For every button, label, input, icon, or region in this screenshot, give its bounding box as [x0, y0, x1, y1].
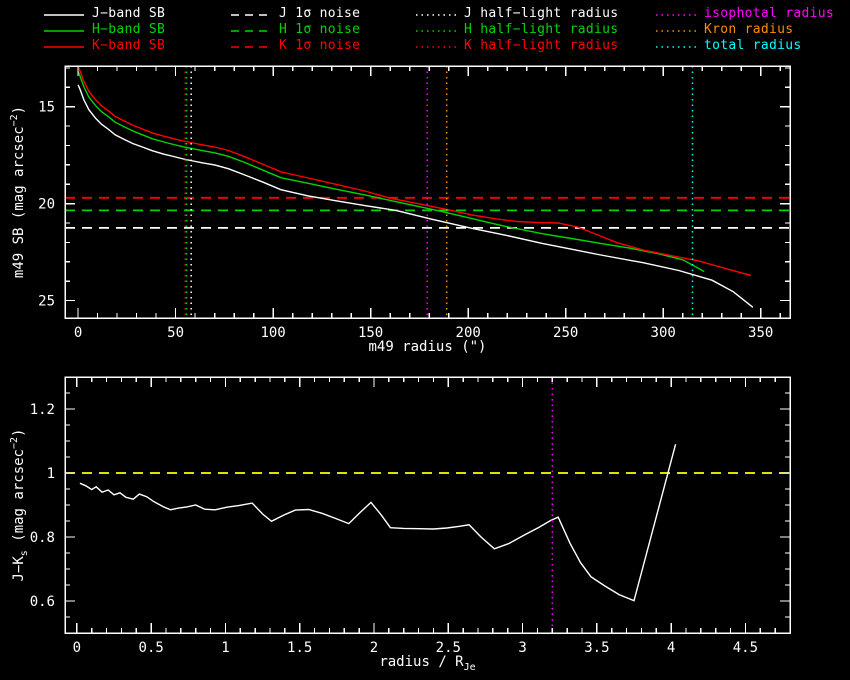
solid-line-icon [44, 45, 84, 48]
legend-entry-h-half-light-radius: H half−light radius [415, 22, 618, 38]
legend-label: J 1σ noise [279, 6, 361, 21]
dashed-line-icon [231, 29, 271, 32]
legend-entry-k-band-sb: K−band SB [43, 38, 165, 54]
x-tick-labels: 0 50 100 150 200 250 300 350 [74, 325, 773, 341]
x-tick-label: 50 [167, 325, 184, 341]
x-tick-labels: 0 0.5 1 1.5 2 2.5 3 3.5 4 4.5 [73, 640, 758, 656]
dashed-line-icon [231, 13, 271, 16]
x-tick-label: 200 [456, 325, 481, 341]
dotted-line-icon [416, 13, 456, 16]
dotted-line-icon [416, 29, 456, 32]
y-tick-label: 0.6 [30, 594, 55, 610]
plot-box [64, 376, 791, 634]
dotted-line-icon [656, 29, 696, 32]
legend-label: Kron radius [704, 22, 794, 37]
dashed-line-icon [231, 45, 271, 48]
legend-entry-j-1sigma-noise: J 1σ noise [230, 6, 360, 22]
legend-label: K 1σ noise [279, 38, 361, 53]
y-tick-labels: 0.6 0.8 1 1.2 [30, 402, 55, 610]
legend-entry-j-band-sb: J−band SB [43, 6, 165, 22]
legend-entry-h-1sigma-noise: H 1σ noise [230, 22, 360, 38]
h-band-sb-curve [77, 71, 705, 273]
x-axis-title: radius / RJe [379, 654, 475, 673]
x-tick-label: 3 [518, 640, 526, 656]
x-tick-label: 0.5 [139, 640, 164, 656]
legend-label: J half−light radius [464, 6, 619, 21]
x-tick-label: 150 [358, 325, 383, 341]
ticks [65, 66, 790, 318]
legend-entry-j-half-light-radius: J half−light radius [415, 6, 618, 22]
dotted-line-icon [656, 45, 696, 48]
legend-label: K−band SB [92, 38, 166, 53]
x-tick-label: 2.5 [436, 640, 461, 656]
j-minus-ks-color-profile: 0 0.5 1 1.5 2 2.5 3 3.5 4 4.5 0.6 0.8 1 1.2 radius / R… [9, 376, 791, 673]
y-tick-label: 1 [47, 466, 55, 482]
legend-label: K half−light radius [464, 38, 619, 53]
x-tick-label: 350 [748, 325, 773, 341]
legend-entry-k-half-light-radius: K half−light radius [415, 38, 618, 54]
x-tick-label: 3.5 [584, 640, 609, 656]
y-tick-label: 15 [38, 100, 55, 116]
x-tick-label: 4 [667, 640, 675, 656]
x-tick-label: 1.5 [287, 640, 312, 656]
y-tick-label: 25 [38, 294, 55, 310]
ticks [65, 376, 790, 634]
x-tick-label: 100 [260, 325, 285, 341]
legend-label: H half−light radius [464, 22, 619, 37]
x-tick-label: 0 [74, 325, 82, 341]
legend-entry-total-radius: total radius [655, 38, 802, 54]
y-tick-label: 20 [38, 197, 55, 213]
legend-entry-isophotal-radius: isophotal radius [655, 6, 834, 22]
x-tick-label: 2 [370, 640, 378, 656]
y-tick-label: 1.2 [30, 402, 55, 418]
y-axis-title: m49 SB (mag arcsec−2) [9, 106, 27, 278]
legend-entry-h-band-sb: H−band SB [43, 22, 165, 38]
legend-label: J−band SB [92, 6, 166, 21]
y-tick-label: 0.8 [30, 530, 55, 546]
y-axis-title: J−Ks (mag arcsec−2) [9, 429, 30, 582]
x-axis-title: m49 radius (") [368, 339, 486, 355]
legend-label: total radius [704, 38, 802, 53]
y-tick-labels: 15 20 25 [38, 100, 55, 310]
dotted-line-icon [416, 45, 456, 48]
plot-box [64, 65, 791, 319]
legend-entry-kron-radius: Kron radius [655, 22, 793, 38]
dotted-line-icon [656, 13, 696, 16]
solid-line-icon [44, 13, 84, 16]
j-ks-color-curve [79, 444, 677, 602]
x-tick-label: 250 [553, 325, 578, 341]
x-tick-label: 1 [221, 640, 229, 656]
x-tick-label: 0 [73, 640, 81, 656]
x-tick-label: 4.5 [733, 640, 758, 656]
legend-label: isophotal radius [704, 6, 835, 21]
k-band-sb-curve [77, 66, 752, 277]
solid-line-icon [44, 29, 84, 32]
m49-surface-brightness-profile: 0 50 100 150 200 250 300 350 15 20 25 m49 radius ("… [9, 65, 791, 355]
x-tick-label: 300 [651, 325, 676, 341]
legend-label: H 1σ noise [279, 22, 361, 37]
legend: J−band SB H−band SB K−band SB J 1σ noise… [0, 0, 850, 58]
legend-entry-k-1sigma-noise: K 1σ noise [230, 38, 360, 54]
j-band-sb-curve [77, 84, 754, 308]
legend-label: H−band SB [92, 22, 166, 37]
